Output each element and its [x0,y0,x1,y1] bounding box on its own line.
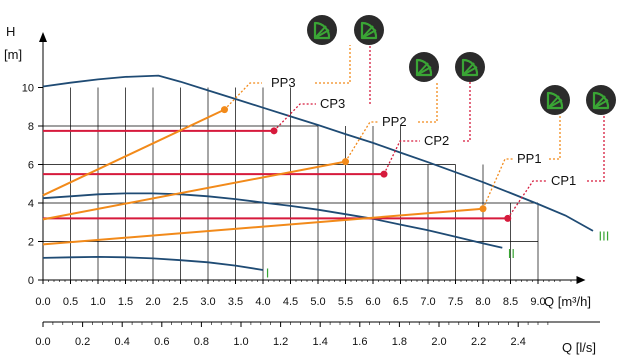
x-tick-label: 8.0 [475,296,490,308]
constant-pressure-icon [584,83,618,117]
leader-tail-PP2 [418,82,438,123]
y-tick-label: 0 [28,275,34,287]
leader-tail-CP1 [587,115,605,182]
y-tick-label: 10 [22,83,34,95]
leader-line-PP3 [224,82,262,111]
constant-pressure-icon [352,13,386,47]
x-tick-label: 4.0 [255,296,270,308]
x-tick-label: 5.5 [338,296,353,308]
speed-curve-label-II: II [508,246,515,261]
x2-tick-label: 0.4 [115,336,130,348]
y-tick-label: 6 [28,160,34,172]
x-tick-label: 6.0 [365,296,380,308]
x2-tick-label: 0.8 [194,336,209,348]
speed-curve-I [42,255,264,271]
leader-line-CP2 [383,140,420,175]
callout-label-CP3: CP3 [320,96,345,111]
callout-label-PP3: PP3 [271,75,296,90]
x-tick-label: 1.0 [90,296,105,308]
proportional-pressure-icon [538,83,572,117]
x-tick-label: 5.0 [310,296,325,308]
pp-line-PP1 [42,207,484,246]
callout-label-PP1: PP1 [517,151,542,166]
leader-tail-PP1 [549,115,561,160]
x-tick-label: 8.5 [503,296,518,308]
grid [43,87,539,280]
x2-tick-label: 1.2 [273,336,288,348]
proportional-pressure-icon [407,50,441,84]
x2-tick-label: 2.0 [431,336,446,348]
callouts: PP3 CP3 PP2 CP2 PP1 CP1 [224,13,618,219]
y-axis-arrow [39,32,47,42]
x-axis-label: Q [m³/h] [544,294,591,309]
callout-label-CP2: CP2 [424,133,449,148]
x2-tick-label: 0.6 [154,336,169,348]
x-tick-label: 1.5 [118,296,133,308]
speed-curve-label-III: III [599,229,610,244]
x-tick-label: 7.0 [420,296,435,308]
x-tick-label: 9.0 [530,296,545,308]
x2-tick-label: 0.2 [75,336,90,348]
speed-curve-label-I: I [266,265,270,280]
y-tick-label: 2 [28,237,34,249]
y-tick-label: 8 [28,121,34,133]
x-tick-label: 4.5 [283,296,298,308]
pp-line-PP2 [42,160,346,221]
x2-tick-label: 1.8 [392,336,407,348]
x2-tick-label: 0.0 [35,336,50,348]
x-tick-label: 2.0 [145,296,160,308]
x-tick-label: 3.5 [228,296,243,308]
leader-line-CP3 [273,103,316,132]
leader-line-CP1 [507,180,547,219]
axes: 0 2 4 6 8 10 0.0 0.5 1.0 1.5 2.0 2.5 3.0 3.5 4.0 4.5 5.0… [22,32,600,348]
y-tick-label: 4 [28,198,34,210]
pp-line-PP3 [42,108,225,197]
x-tick-label: 2.5 [173,296,188,308]
speed-curve-III [42,74,594,232]
leader-tail-PP3 [315,45,351,84]
x2-axis-label: Q [l/s] [562,340,596,355]
x-tick-label: 0.5 [63,296,78,308]
leader-tail-CP2 [463,82,471,142]
callout-label-CP1: CP1 [551,173,576,188]
callout-label-PP2: PP2 [382,114,407,129]
x-tick-label: 6.5 [393,296,408,308]
proportional-pressure-icon [305,13,339,47]
x2-tick-label: 2.2 [471,336,486,348]
x2-tick-label: 2.4 [511,336,526,348]
y-axis-unit: [m] [4,47,22,62]
x-tick-label: 3.0 [200,296,215,308]
x-tick-label: 7.5 [448,296,463,308]
x2-tick-label: 1.4 [313,336,328,348]
x2-tick-label: 1.0 [233,336,248,348]
x2-tick-label: 1.6 [352,336,367,348]
y-axis-symbol: H [6,24,15,39]
speed-curve-II [42,192,503,249]
x-axis-arrow [576,276,586,284]
x-tick-label: 0.0 [35,296,50,308]
constant-pressure-icon [453,50,487,84]
